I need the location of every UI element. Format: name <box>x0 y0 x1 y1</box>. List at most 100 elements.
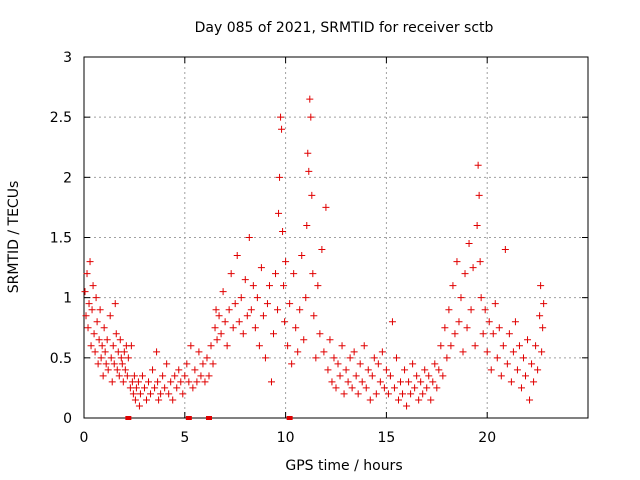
data-point <box>399 390 407 398</box>
data-point <box>181 372 189 380</box>
data-point <box>306 95 314 103</box>
data-point <box>171 372 179 380</box>
data-point <box>354 390 362 398</box>
data-point <box>425 372 433 380</box>
data-point <box>110 360 118 368</box>
data-point <box>193 378 201 386</box>
data-point <box>392 354 400 362</box>
data-point <box>275 209 283 217</box>
data-point <box>233 252 241 260</box>
data-point <box>203 354 211 362</box>
data-point <box>90 330 98 338</box>
data-point <box>511 318 519 326</box>
x-tick-label: 10 <box>277 430 295 446</box>
data-point <box>127 342 135 350</box>
data-point <box>471 342 479 350</box>
data-point <box>116 336 124 344</box>
data-point <box>366 396 374 404</box>
data-point <box>401 366 409 374</box>
data-point <box>443 354 451 362</box>
data-point <box>356 360 364 368</box>
baseline-marker <box>286 416 293 420</box>
data-point <box>199 360 207 368</box>
data-point <box>249 282 257 290</box>
y-tick-label: 2 <box>63 170 72 186</box>
data-point <box>217 330 225 338</box>
chart-title: Day 085 of 2021, SRMTID for receiver sct… <box>195 20 494 36</box>
data-point <box>303 221 311 229</box>
data-point <box>183 360 191 368</box>
data-point <box>362 384 370 392</box>
data-point <box>213 336 221 344</box>
data-point <box>449 282 457 290</box>
data-point <box>467 306 475 314</box>
data-point <box>537 282 545 290</box>
data-point <box>312 354 320 362</box>
data-point <box>104 366 112 374</box>
data-point <box>503 360 511 368</box>
data-point <box>280 282 288 290</box>
data-point <box>274 306 282 314</box>
data-point <box>538 348 546 356</box>
data-point <box>340 390 348 398</box>
data-point <box>474 161 482 169</box>
data-point <box>253 294 261 302</box>
data-point <box>489 330 497 338</box>
x-axis-label: GPS time / hours <box>285 458 402 474</box>
data-point <box>421 366 429 374</box>
data-point <box>225 306 233 314</box>
data-point <box>111 300 119 308</box>
data-point <box>187 342 195 350</box>
data-point <box>435 366 443 374</box>
data-point <box>499 342 507 350</box>
data-point <box>344 378 352 386</box>
data-point <box>101 348 109 356</box>
data-point <box>149 366 157 374</box>
data-point <box>169 396 177 404</box>
data-point <box>307 113 315 121</box>
data-point <box>212 306 220 314</box>
data-point <box>305 167 313 175</box>
data-point <box>324 366 332 374</box>
data-point <box>161 384 169 392</box>
baseline-marker <box>125 416 132 420</box>
data-point <box>245 234 253 241</box>
data-point <box>346 354 354 362</box>
data-point <box>308 191 316 199</box>
data-point <box>316 330 324 338</box>
data-point <box>368 372 376 380</box>
y-tick-label: 0.5 <box>50 351 72 367</box>
data-point <box>117 354 125 362</box>
data-point <box>507 378 515 386</box>
data-point <box>97 354 105 362</box>
data-point <box>279 227 287 235</box>
data-point <box>221 318 229 326</box>
data-point <box>179 390 187 398</box>
data-point <box>451 330 459 338</box>
data-point <box>352 372 360 380</box>
data-point <box>227 270 235 278</box>
data-point <box>493 354 501 362</box>
data-point <box>265 282 273 290</box>
data-point <box>528 360 536 368</box>
data-point <box>386 372 394 380</box>
data-point <box>453 258 461 266</box>
data-point <box>298 252 306 260</box>
data-point <box>370 354 378 362</box>
data-point <box>145 378 153 386</box>
data-point <box>372 390 380 398</box>
data-point <box>108 378 116 386</box>
data-point <box>83 270 91 278</box>
data-point <box>415 396 423 404</box>
data-point <box>165 390 173 398</box>
data-point <box>272 270 280 278</box>
y-tick-label: 1 <box>63 291 72 307</box>
data-point <box>342 366 350 374</box>
data-point <box>479 330 487 338</box>
data-point <box>332 384 340 392</box>
data-point <box>309 270 317 278</box>
data-point <box>374 360 382 368</box>
y-tick-label: 0 <box>63 411 72 427</box>
data-point <box>173 384 181 392</box>
